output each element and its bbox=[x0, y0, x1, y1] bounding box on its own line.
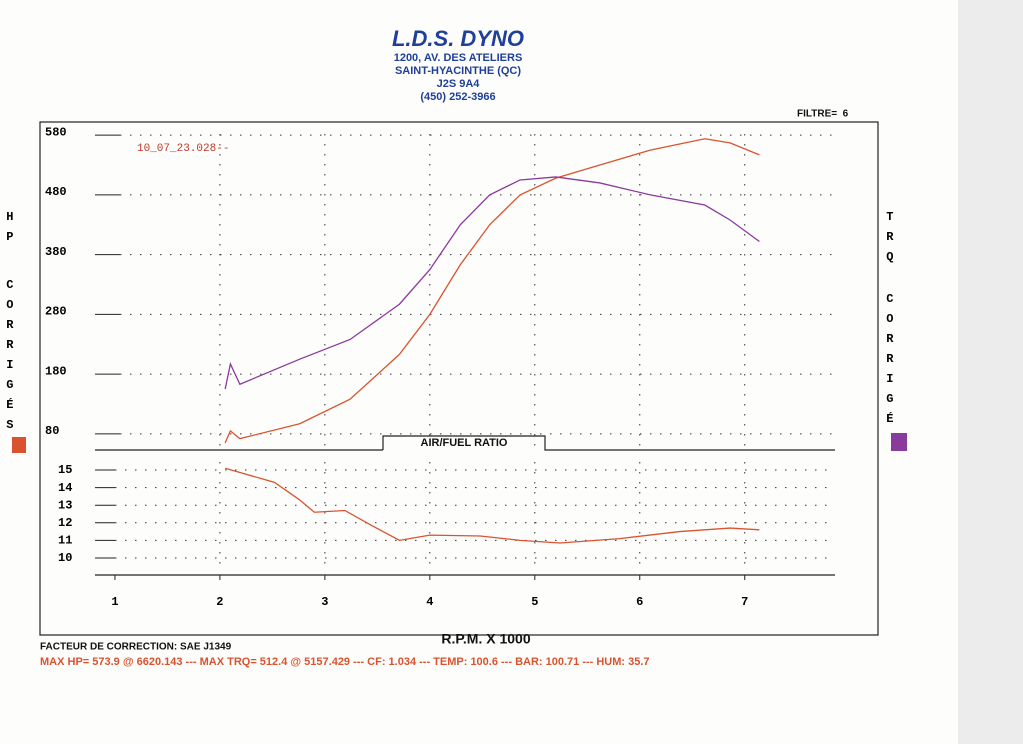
x-axis-label: R.P.M. X 1000 bbox=[441, 631, 530, 647]
afr-title: AIR/FUEL RATIO bbox=[421, 437, 508, 449]
data-line bbox=[224, 138, 760, 444]
x-tick-label: 7 bbox=[741, 595, 748, 609]
y-axis-label: CORRIGÉS bbox=[3, 278, 17, 438]
y-tick-label: 280 bbox=[45, 305, 67, 319]
title: L.D.S. DYNO bbox=[392, 26, 524, 51]
y-tick-label: 13 bbox=[58, 498, 72, 512]
y2-axis-label: TRQ bbox=[883, 210, 897, 270]
frame bbox=[39, 121, 879, 636]
y-tick-label: 480 bbox=[45, 185, 67, 199]
y-tick-label: 10 bbox=[58, 551, 72, 565]
x-tick-label: 1 bbox=[111, 595, 118, 609]
address-line: SAINT-HYACINTHE (QC) bbox=[395, 65, 521, 77]
y-tick-label: 15 bbox=[58, 463, 72, 477]
address-line: (450) 252-3966 bbox=[420, 91, 495, 103]
y2-axis-label: CORRIGÉ bbox=[883, 292, 897, 432]
y-tick-label: 14 bbox=[58, 481, 72, 495]
run-label: 10_07_23.028-- bbox=[137, 143, 229, 155]
x-tick-label: 2 bbox=[216, 595, 223, 609]
filter: FILTRE= 6 bbox=[797, 109, 849, 120]
afr-tab bbox=[382, 435, 835, 451]
summary: MAX HP= 573.9 @ 6620.143 --- MAX TRQ= 51… bbox=[40, 656, 650, 668]
y-tick-label: 11 bbox=[58, 534, 72, 548]
y-tick-label: 580 bbox=[45, 125, 67, 139]
legend-swatch bbox=[891, 433, 907, 451]
x-tick-label: 3 bbox=[321, 595, 328, 609]
y-axis-label: HP bbox=[3, 210, 17, 250]
x-tick-label: 5 bbox=[531, 595, 538, 609]
x-tick-label: 4 bbox=[426, 595, 433, 609]
y-tick-label: 12 bbox=[58, 516, 72, 530]
x-tick-label: 6 bbox=[636, 595, 643, 609]
y-tick-label: 180 bbox=[45, 364, 67, 378]
legend-swatch bbox=[12, 437, 26, 453]
y-tick-label: 380 bbox=[45, 245, 67, 259]
data-line bbox=[224, 176, 760, 390]
address-line: 1200, AV. DES ATELIERS bbox=[394, 52, 523, 64]
correction: FACTEUR DE CORRECTION: SAE J1349 bbox=[40, 642, 232, 653]
y-tick-label: 80 bbox=[45, 424, 59, 438]
address-line: J2S 9A4 bbox=[437, 78, 481, 90]
data-line bbox=[224, 467, 760, 544]
paper-edge bbox=[958, 0, 1023, 744]
